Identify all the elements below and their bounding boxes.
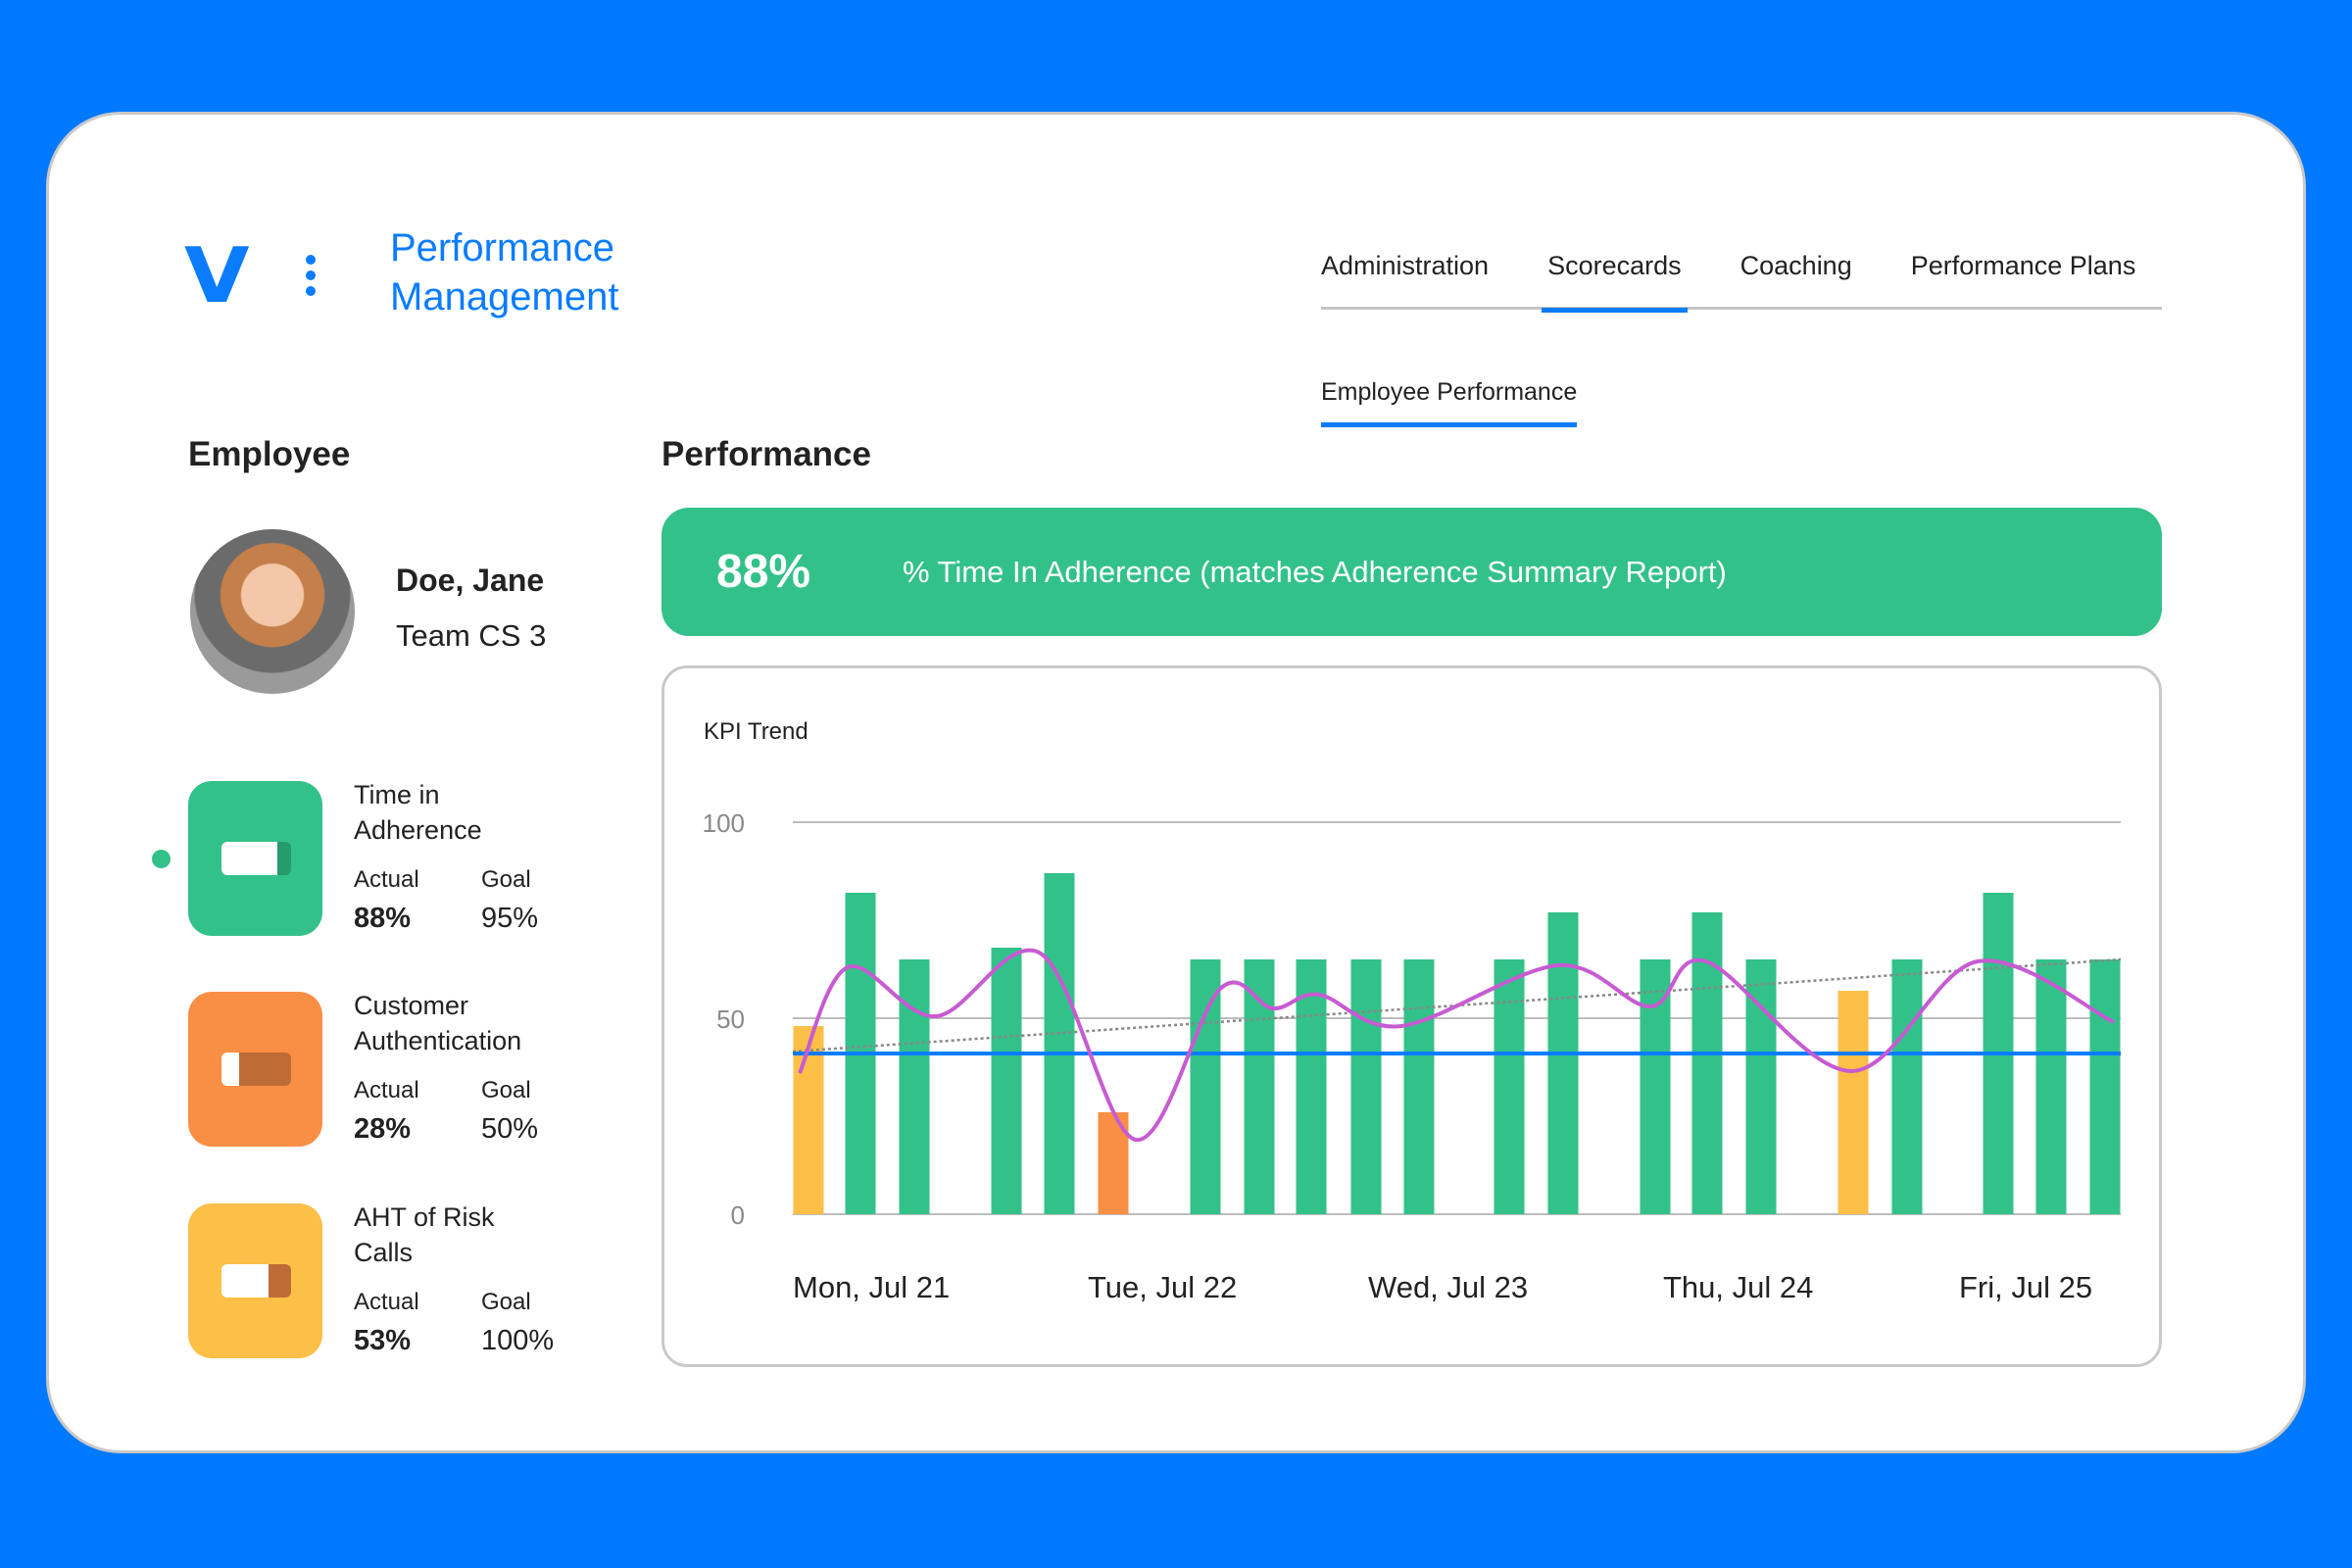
bar [1691,912,1723,1214]
tab-scorecards[interactable]: Scorecards [1542,245,1688,313]
kpi-title-line2: Calls [354,1238,414,1267]
bar [1494,959,1525,1214]
smoothed-line [798,948,2115,1143]
x-tick-label: Fri, Jul 25 [1959,1270,2092,1304]
kpi-actual-value: 88% [354,903,412,934]
kpi-title-line1: Time in [354,780,440,809]
app-logo[interactable]: V [184,232,250,320]
y-tick-label: 100 [703,808,745,838]
kpi-actual-value: 28% [354,1113,412,1145]
kpi-goal-label: Goal [481,1289,531,1315]
kpi-actual-label: Actual [354,866,419,893]
bar [1838,991,1869,1214]
banner-label: % Time In Adherence (matches Adherence S… [903,554,1727,589]
bar [2035,959,2067,1214]
adherence-banner: 88% % Time In Adherence (matches Adheren… [662,508,2162,636]
tab-administration[interactable]: Administration [1321,251,1490,280]
bar [1403,959,1435,1214]
kpi-title[interactable]: AHT of Risk Calls [354,1200,569,1270]
kpi-goal-label: Goal [481,866,531,893]
tab-performance-plans[interactable]: Performance Plans [1910,251,2136,280]
bar [899,959,930,1214]
subtab-employee-performance[interactable]: Employee Performance [1321,378,1578,427]
kpi-actual-value: 53% [354,1325,412,1356]
bar [1350,959,1382,1214]
bar [1640,959,1671,1214]
kpi-title[interactable]: Time in Adherence [354,777,569,848]
x-tick-label: Wed, Jul 23 [1368,1270,1528,1304]
kpi-title-line2: Authentication [354,1026,522,1055]
bar [1296,959,1327,1214]
bar [1547,912,1579,1214]
app-title-line2: Management [390,275,619,318]
performance-heading: Performance [662,435,871,473]
kpi-actual-label: Actual [354,1077,419,1103]
employee-heading: Employee [188,435,351,473]
bar [1190,959,1221,1214]
banner-value: 88% [716,546,811,598]
kpi-tile-2[interactable] [188,1203,322,1358]
kpi-goal-value: 50% [481,1113,539,1145]
bar [1745,959,1777,1214]
bar [1891,959,1923,1214]
selected-indicator-dot [152,850,171,868]
kpi-level-indicator [221,842,291,875]
kpi-title-line1: Customer [354,991,469,1020]
avatar [190,529,355,694]
kpi-title-line2: Adherence [354,815,482,845]
kpi-goal-value: 100% [481,1325,555,1356]
x-tick-label: Mon, Jul 21 [793,1270,950,1304]
app-title: Performance Management [390,223,618,321]
bar [991,948,1022,1214]
kpi-tile-0[interactable] [188,781,322,936]
employee-name: Doe, Jane [396,563,545,598]
kpi-actual-label: Actual [354,1289,419,1315]
y-tick-label: 50 [716,1004,745,1034]
bar [793,1026,824,1214]
x-tick-label: Tue, Jul 22 [1088,1270,1237,1304]
more-vertical-icon[interactable] [306,255,318,302]
kpi-goal-value: 95% [481,903,539,934]
chart-title: KPI Trend [704,718,808,745]
kpi-trend-chart-card [662,665,2162,1367]
kpi-goal-label: Goal [481,1077,531,1103]
bar [2089,959,2121,1214]
main-card [46,112,2306,1453]
tab-coaching[interactable]: Coaching [1740,251,1852,280]
main-nav-tabs: Administration Scorecards Coaching Perfo… [1321,245,2162,313]
kpi-title-line1: AHT of Risk [354,1202,495,1232]
x-tick-label: Thu, Jul 24 [1663,1270,1813,1304]
app-title-line1: Performance [390,226,614,270]
employee-team: Team CS 3 [396,618,547,653]
kpi-title[interactable]: Customer Authentication [354,988,569,1058]
kpi-level-indicator [221,1053,291,1086]
bar [1044,873,1075,1214]
kpi-level-indicator [221,1264,291,1298]
kpi-tile-1[interactable] [188,992,322,1147]
y-tick-label: 0 [731,1200,745,1230]
